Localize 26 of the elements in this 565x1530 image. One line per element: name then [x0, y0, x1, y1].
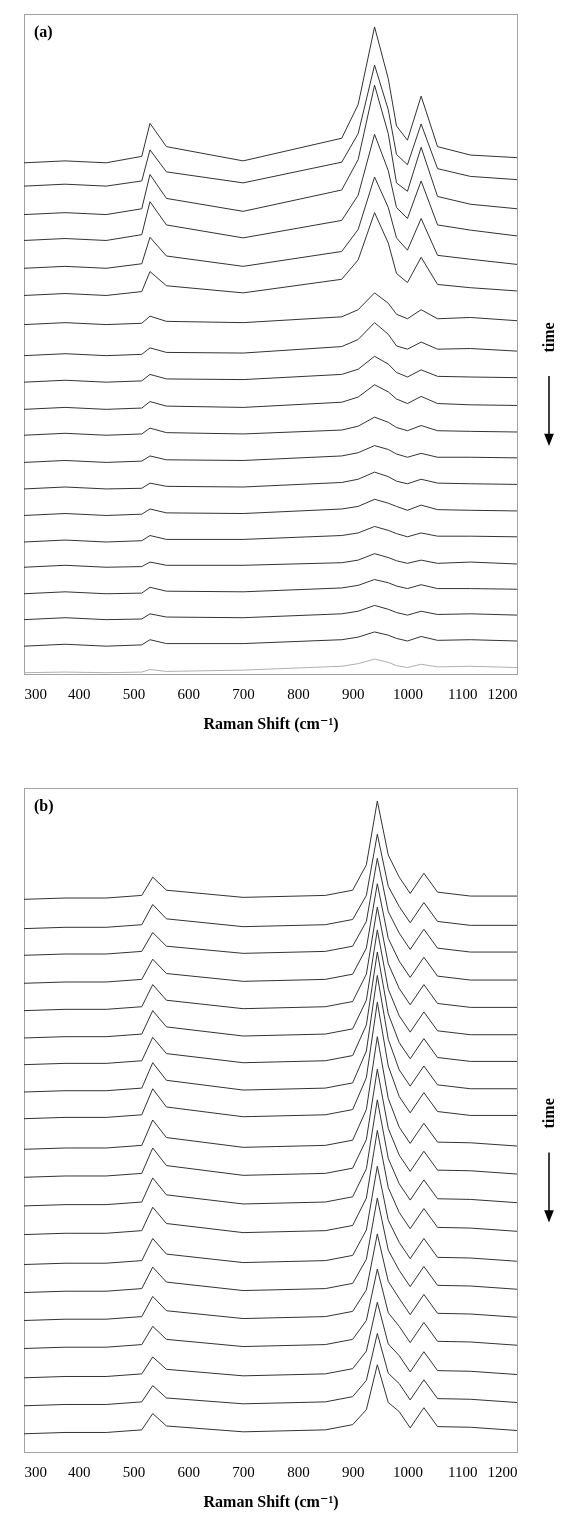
- text: time: [540, 1098, 557, 1129]
- text: time: [540, 322, 557, 353]
- annotation: (a): [34, 23, 53, 41]
- x-tick-label: 400: [68, 685, 91, 702]
- x-tick-label: 900: [341, 685, 365, 702]
- x-tick-label: 600: [177, 1463, 201, 1480]
- x-tick-label: 700: [232, 1463, 255, 1480]
- x-tick-label: 900: [341, 1463, 365, 1480]
- x-tick-label: 1100: [448, 1463, 478, 1480]
- x-tick-label: 1000: [392, 1463, 423, 1480]
- x-tick-label: 600: [177, 685, 201, 702]
- x-axis-title: Raman Shift (cm⁻¹): [203, 714, 339, 733]
- x-tick-label: 500: [122, 1463, 146, 1480]
- x-tick-label: 800: [287, 685, 310, 702]
- annotation: (b): [34, 797, 54, 815]
- x-tick-label: 400: [68, 1463, 91, 1480]
- x-tick-label: 1100: [448, 685, 478, 702]
- x-tick-label: 300: [24, 1463, 47, 1480]
- x-tick-label: 1200: [487, 685, 518, 702]
- x-tick-label: 800: [287, 1463, 310, 1480]
- x-tick-label: 1000: [392, 685, 423, 702]
- x-axis-title: Raman Shift (cm⁻¹): [203, 1492, 339, 1511]
- x-tick-label: 300: [24, 685, 47, 702]
- x-tick-label: 500: [122, 685, 146, 702]
- x-tick-label: 700: [232, 685, 255, 702]
- x-tick-label: 1200: [487, 1463, 518, 1480]
